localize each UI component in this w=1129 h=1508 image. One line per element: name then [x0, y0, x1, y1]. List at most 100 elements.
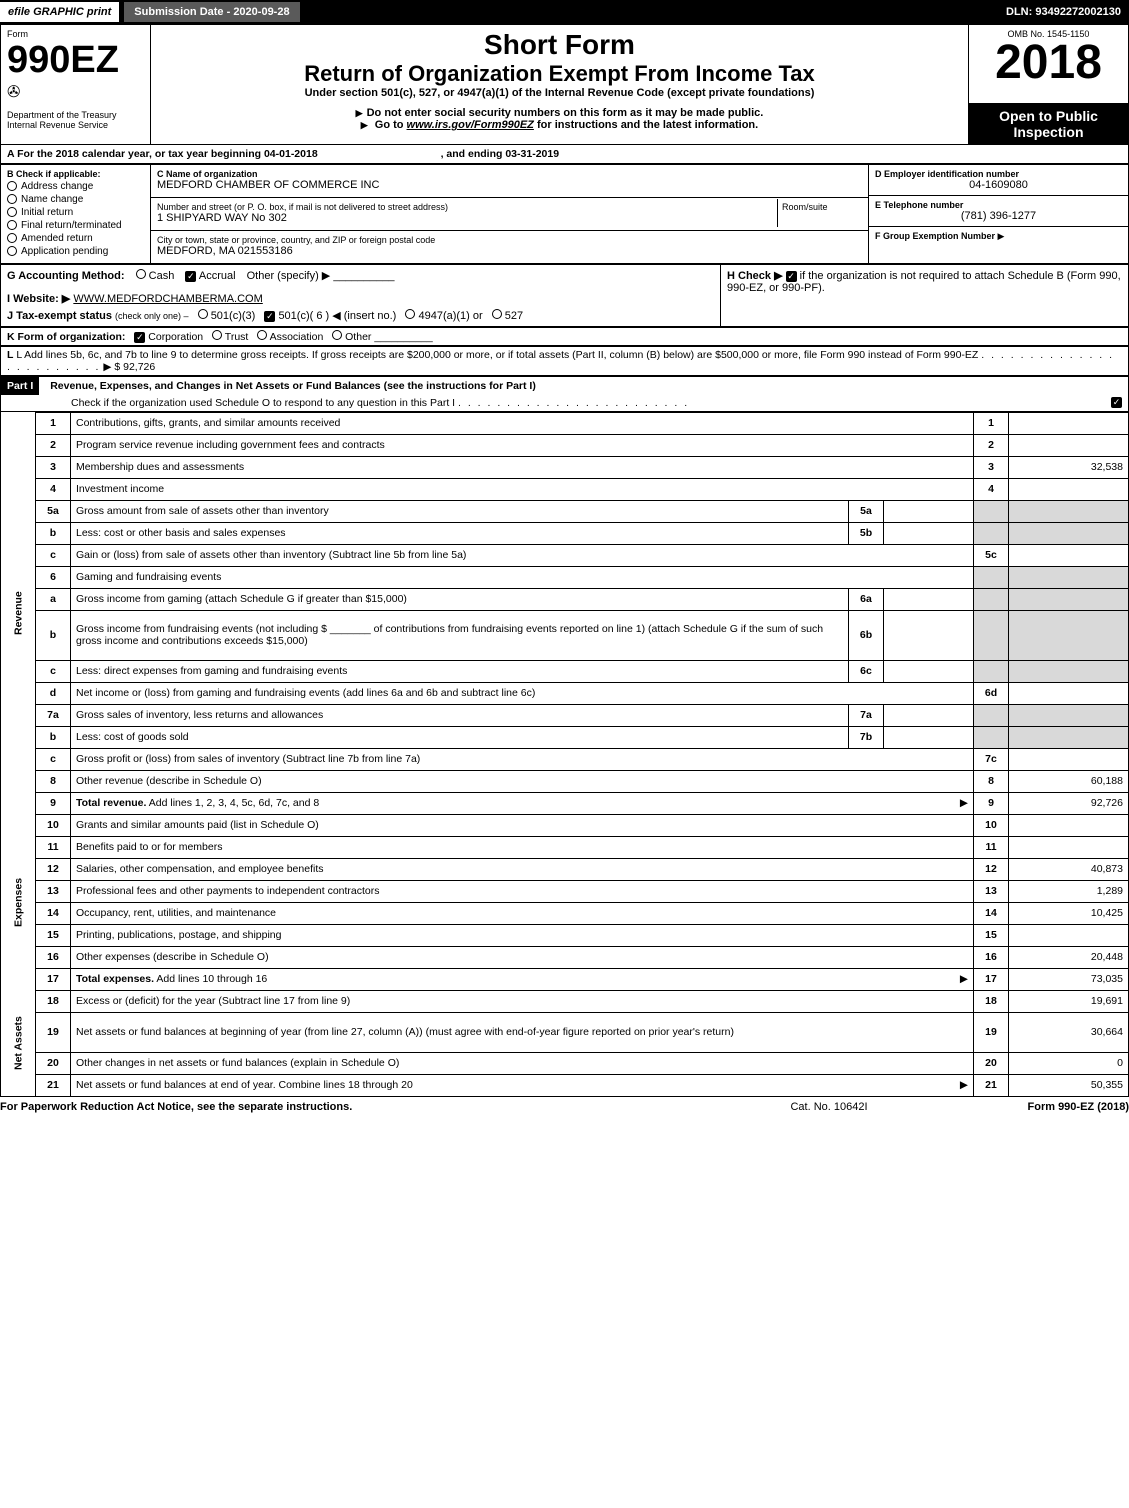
- line-value: 73,035: [1009, 968, 1129, 990]
- line-desc: Excess or (deficit) for the year (Subtra…: [71, 990, 974, 1012]
- line-value: [1009, 544, 1129, 566]
- table-row: 21Net assets or fund balances at end of …: [1, 1074, 1129, 1096]
- room-suite-label: Room/suite: [782, 202, 867, 212]
- line-value: [1009, 500, 1129, 522]
- line-number: b: [36, 610, 71, 660]
- financial-table: Revenue1Contributions, gifts, grants, an…: [0, 412, 1129, 1097]
- org-trust[interactable]: Trust: [212, 331, 248, 343]
- check-address-change[interactable]: Address change: [7, 181, 144, 192]
- line-value: [1009, 522, 1129, 544]
- line-value: 1,289: [1009, 880, 1129, 902]
- line-numcol: 21: [974, 1074, 1009, 1096]
- line-numcol: 15: [974, 924, 1009, 946]
- footer-cat: Cat. No. 10642I: [729, 1101, 929, 1113]
- check-final-return[interactable]: Final return/terminated: [7, 220, 144, 231]
- sub-line-label: 6b: [849, 610, 884, 660]
- line-number: 20: [36, 1052, 71, 1074]
- org-association[interactable]: Association: [257, 331, 323, 343]
- line-number: 21: [36, 1074, 71, 1096]
- sub-line-label: 6a: [849, 588, 884, 610]
- line-numcol: [974, 566, 1009, 588]
- section-side-label: Revenue: [1, 412, 36, 814]
- sub-line-value: [884, 588, 974, 610]
- line-number: 1: [36, 412, 71, 434]
- tax-527[interactable]: 527: [492, 310, 523, 322]
- line-desc: Gain or (loss) from sale of assets other…: [71, 544, 974, 566]
- line-value: [1009, 566, 1129, 588]
- check-amended-return[interactable]: Amended return: [7, 233, 144, 244]
- line-number: 8: [36, 770, 71, 792]
- line-numcol: 6d: [974, 682, 1009, 704]
- line-number: b: [36, 522, 71, 544]
- box-d-label: D Employer identification number: [875, 169, 1122, 179]
- telephone-value: (781) 396-1277: [875, 210, 1122, 222]
- box-h-pre: H Check ▶: [727, 270, 783, 282]
- line-value: [1009, 610, 1129, 660]
- accounting-accrual[interactable]: ✓ Accrual: [185, 270, 235, 282]
- line-desc: Contributions, gifts, grants, and simila…: [71, 412, 974, 434]
- box-b-label: B Check if applicable:: [7, 169, 144, 179]
- line-desc: Net assets or fund balances at end of ye…: [71, 1074, 974, 1096]
- org-info-block: B Check if applicable: Address change Na…: [0, 164, 1129, 264]
- line-desc: Professional fees and other payments to …: [71, 880, 974, 902]
- line-value: [1009, 478, 1129, 500]
- goto-label: Go to: [375, 119, 404, 131]
- line-number: 17: [36, 968, 71, 990]
- line-value: [1009, 588, 1129, 610]
- sub-line-label: 6c: [849, 660, 884, 682]
- line-numcol: 9: [974, 792, 1009, 814]
- line-value: [1009, 836, 1129, 858]
- irs-logo-icon: ✇: [7, 82, 144, 102]
- line-number: a: [36, 588, 71, 610]
- table-row: 7aGross sales of inventory, less returns…: [1, 704, 1129, 726]
- line-number: d: [36, 682, 71, 704]
- sub-line-value: [884, 500, 974, 522]
- check-application-pending[interactable]: Application pending: [7, 246, 144, 257]
- table-row: Revenue1Contributions, gifts, grants, an…: [1, 412, 1129, 434]
- section-side-label: Net Assets: [1, 990, 36, 1096]
- check-icon: ✓: [786, 271, 797, 282]
- check-name-change[interactable]: Name change: [7, 194, 144, 205]
- period-line: A For the 2018 calendar year, or tax yea…: [0, 145, 1129, 164]
- box-j-label: J Tax-exempt status: [7, 310, 112, 322]
- line-value: 32,538: [1009, 456, 1129, 478]
- efile-graphic-print[interactable]: efile GRAPHIC print: [0, 2, 119, 22]
- line-value: [1009, 682, 1129, 704]
- accounting-cash[interactable]: Cash: [136, 270, 175, 282]
- irs-link[interactable]: www.irs.gov/Form990EZ: [407, 119, 534, 131]
- box-l-value: 92,726: [123, 361, 155, 373]
- section-side-label: Expenses: [1, 814, 36, 990]
- check-initial-return[interactable]: Initial return: [7, 207, 144, 218]
- line-numcol: [974, 522, 1009, 544]
- goto-line: Go to www.irs.gov/Form990EZ for instruct…: [157, 119, 962, 131]
- tax-4947[interactable]: 4947(a)(1) or: [405, 310, 482, 322]
- accounting-other[interactable]: Other (specify) ▶ __________: [247, 270, 395, 282]
- submission-date: Submission Date - 2020-09-28: [123, 1, 300, 23]
- tax-501c[interactable]: ✓ 501(c)( 6 ) ◀ (insert no.): [264, 310, 396, 322]
- line-desc: Other expenses (describe in Schedule O): [71, 946, 974, 968]
- line-numcol: 20: [974, 1052, 1009, 1074]
- line-numcol: 4: [974, 478, 1009, 500]
- line-numcol: [974, 726, 1009, 748]
- line-numcol: 12: [974, 858, 1009, 880]
- line-value: [1009, 434, 1129, 456]
- line-desc: Less: cost of goods sold: [71, 726, 849, 748]
- line-numcol: [974, 588, 1009, 610]
- website-value[interactable]: WWW.MEDFORDCHAMBERMA.COM: [73, 293, 262, 305]
- line-numcol: 18: [974, 990, 1009, 1012]
- line-numcol: [974, 500, 1009, 522]
- org-other[interactable]: Other __________: [332, 331, 433, 343]
- table-row: 11Benefits paid to or for members11: [1, 836, 1129, 858]
- box-c-name-label: C Name of organization: [157, 169, 862, 179]
- table-row: 3Membership dues and assessments332,538: [1, 456, 1129, 478]
- line-number: c: [36, 748, 71, 770]
- table-row: cLess: direct expenses from gaming and f…: [1, 660, 1129, 682]
- form-header: Form 990EZ ✇ Department of the Treasury …: [0, 24, 1129, 145]
- org-corporation[interactable]: ✓ Corporation: [134, 331, 203, 343]
- tax-501c3[interactable]: 501(c)(3): [198, 310, 256, 322]
- table-row: 2Program service revenue including gover…: [1, 434, 1129, 456]
- sub-line-label: 5b: [849, 522, 884, 544]
- line-desc: Other revenue (describe in Schedule O): [71, 770, 974, 792]
- table-row: aGross income from gaming (attach Schedu…: [1, 588, 1129, 610]
- line-desc: Occupancy, rent, utilities, and maintena…: [71, 902, 974, 924]
